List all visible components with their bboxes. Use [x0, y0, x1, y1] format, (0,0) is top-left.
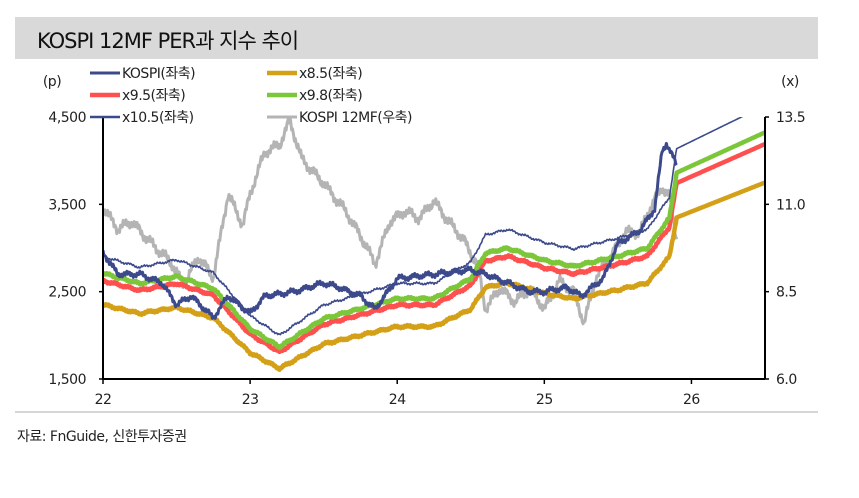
left-tick-label: 3,500: [48, 197, 86, 213]
series-line-3: [103, 130, 765, 351]
x-tick-label: 24: [389, 392, 406, 408]
series-line-0: [103, 141, 678, 320]
legend-item: KOSPI(좌축): [90, 66, 196, 82]
series-layer: [103, 117, 765, 372]
legend-item: x8.5(좌축): [267, 66, 363, 82]
legend-item: x9.5(좌축): [90, 88, 186, 104]
title-bar: KOSPI 12MF PER과 지수 추이: [15, 17, 818, 59]
left-tick-label: 4,500: [48, 110, 86, 126]
series-line-4: [103, 117, 744, 336]
right-tick-label: 13.5: [776, 110, 805, 126]
source-note: 자료: FnGuide, 신한투자증권: [17, 429, 187, 445]
x-tick-label: 23: [242, 392, 259, 408]
legend-label: x8.5(좌축): [299, 66, 362, 82]
left-tick-label: 2,500: [48, 285, 86, 301]
legend-item: x9.8(좌축): [267, 88, 363, 104]
left-axis-unit: (p): [43, 74, 61, 90]
right-tick-label: 6.0: [776, 372, 797, 388]
series-line-5: [103, 117, 679, 326]
legend-label: x9.8(좌축): [299, 88, 362, 104]
legend-label: KOSPI(좌축): [122, 66, 195, 82]
x-tick-label: 25: [536, 392, 553, 408]
legend-label: x9.5(좌축): [122, 88, 185, 104]
series-line-2: [103, 141, 765, 355]
chart-title: KOSPI 12MF PER과 지수 추이: [37, 29, 299, 53]
x-tick-label: 26: [683, 392, 700, 408]
legend-label: x10.5(좌축): [122, 110, 194, 126]
right-tick-label: 8.5: [776, 285, 797, 301]
x-tick-label: 22: [95, 392, 112, 408]
right-tick-label: 11.0: [776, 197, 805, 213]
legend-item: x10.5(좌축): [90, 110, 194, 126]
legend: KOSPI(좌축) x8.5(좌축) x9.5(좌축) x9.8(좌축) x10.5(좌…: [90, 66, 413, 126]
legend-label: KOSPI 12MF(우축): [299, 110, 412, 126]
axes-layer: 1,500 2,500 3,500 4,500 6.0 8.5 11.0 13.5 22 23 24…: [43, 74, 806, 408]
left-tick-label: 1,500: [48, 372, 86, 388]
right-axis-unit: (x): [781, 74, 799, 90]
legend-item: KOSPI 12MF(우축): [267, 110, 413, 126]
